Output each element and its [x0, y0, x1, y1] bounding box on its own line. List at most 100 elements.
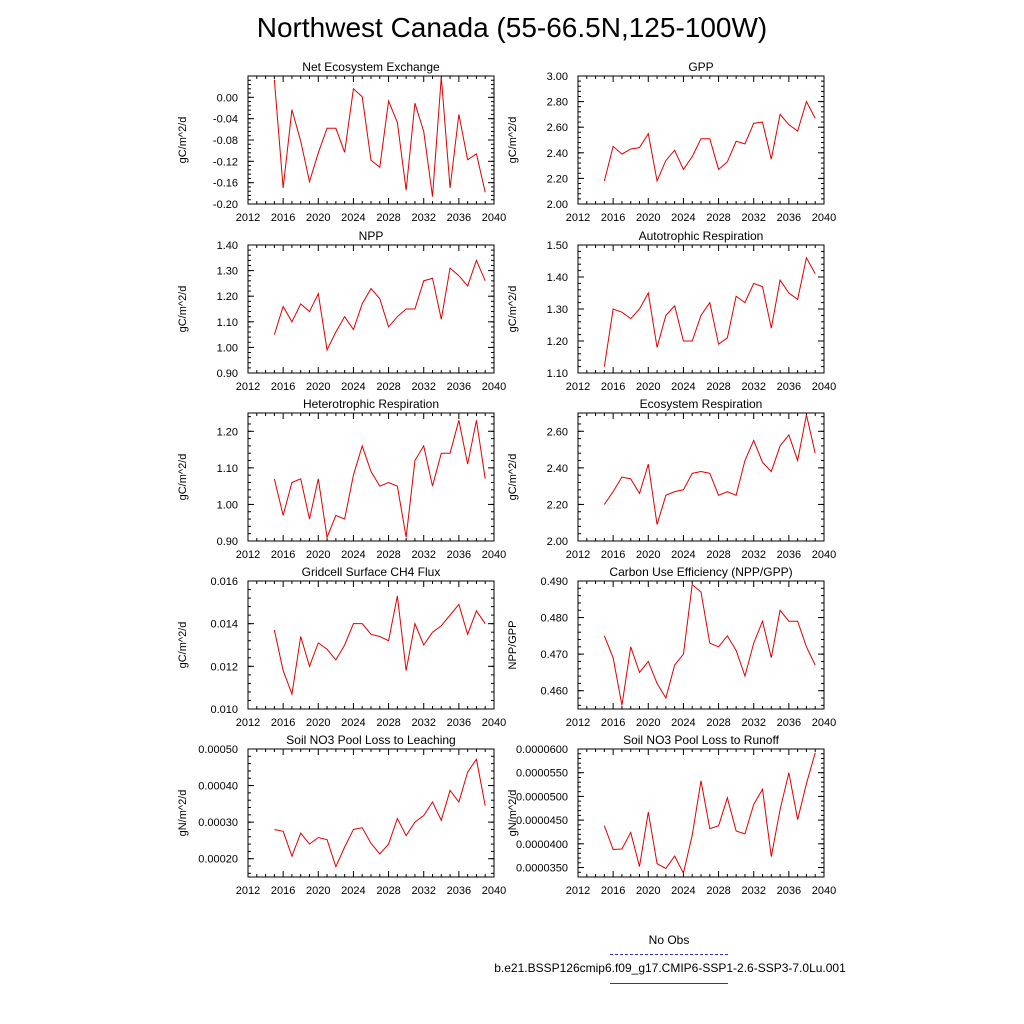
- x-tick-label: 2012: [236, 549, 260, 561]
- legend-obs-line: [610, 954, 728, 955]
- figure-title: Northwest Canada (55-66.5N,125-100W): [256, 12, 768, 43]
- y-axis-label: NPP/GPP: [507, 621, 519, 670]
- x-tick-label: 2040: [482, 212, 506, 224]
- chart-panel-3: NPP 2012 2016 2020 2024 2028 2032 2036 2040 1.40 1…: [177, 229, 506, 393]
- y-tick-label: 0.90: [217, 368, 238, 380]
- series-line-1: [273, 420, 486, 540]
- y-tick-label: 0.00: [217, 92, 238, 104]
- series-line-1: [603, 256, 816, 367]
- x-tick-label: 2012: [566, 381, 590, 393]
- y-tick-label: 2.20: [547, 499, 568, 511]
- x-tick-label: 2016: [601, 381, 625, 393]
- series-line-1: [274, 757, 486, 869]
- y-axis-label: gC/m^2/d: [507, 286, 519, 333]
- y-tick-label: 0.016: [210, 576, 238, 588]
- x-tick-label: 2020: [636, 717, 660, 729]
- x-tick-label: 2032: [741, 549, 765, 561]
- x-tick-label: 2028: [706, 212, 730, 224]
- panel-title: Gridcell Surface CH4 Flux: [302, 565, 441, 579]
- x-tick-label: 2036: [447, 212, 471, 224]
- x-tick-label: 2016: [601, 212, 625, 224]
- x-tick-label: 2036: [777, 717, 801, 729]
- x-tick-label: 2024: [341, 549, 365, 561]
- x-tick-label: 2032: [411, 717, 435, 729]
- panel-title: Soil NO3 Pool Loss to Runoff: [623, 733, 780, 747]
- x-tick-label: 2040: [482, 381, 506, 393]
- x-tick-label: 2040: [482, 717, 506, 729]
- x-tick-label: 2040: [482, 549, 506, 561]
- x-tick-label: 2012: [566, 212, 590, 224]
- plot-frame: [247, 748, 495, 878]
- chart-panel-10: Soil NO3 Pool Loss to Runoff 2012 2016 2020…: [507, 733, 836, 897]
- y-tick-label: 2.40: [547, 463, 568, 475]
- y-tick-label: 1.50: [547, 240, 568, 252]
- y-tick-label: 0.0000500: [516, 791, 568, 803]
- chart-panel-2: GPP 2012 2016 2020 2024 2028 2032 2036 2040 3.00 2…: [507, 60, 836, 224]
- y-tick-label: 1.00: [217, 342, 238, 354]
- y-axis-label: gC/m^2/d: [177, 622, 189, 669]
- x-tick-label: 2036: [447, 717, 471, 729]
- panel-title: GPP: [688, 60, 713, 74]
- x-tick-label: 2024: [671, 549, 695, 561]
- y-tick-label: 1.20: [547, 336, 568, 348]
- y-tick-label: 0.0000600: [516, 744, 568, 756]
- series-line-1: [603, 414, 816, 525]
- x-tick-label: 2016: [601, 885, 625, 897]
- x-tick-label: 2028: [706, 549, 730, 561]
- legend-obs-label: No Obs: [648, 933, 690, 947]
- chart-panel-5: Heterotrophic Respiration 2012 2016 2020 202…: [177, 397, 506, 561]
- x-tick-label: 2012: [236, 212, 260, 224]
- y-tick-label: 1.10: [217, 463, 238, 475]
- x-tick-label: 2020: [306, 212, 330, 224]
- x-tick-label: 2028: [706, 885, 730, 897]
- series-line-1: [603, 752, 816, 875]
- chart-panel-1: Net Ecosystem Exchange 2012 2016 2020 2024 20…: [177, 60, 506, 224]
- series-line-1: [273, 258, 486, 352]
- x-tick-label: 2024: [671, 212, 695, 224]
- panel-title: Net Ecosystem Exchange: [302, 60, 440, 74]
- series-line-1: [603, 100, 816, 183]
- y-tick-label: 0.470: [540, 649, 568, 661]
- x-tick-label: 2036: [777, 885, 801, 897]
- x-tick-label: 2036: [777, 549, 801, 561]
- series-line-1: [273, 595, 486, 697]
- chart-panel-7: Gridcell Surface CH4 Flux 2012 2016 2020 202…: [177, 565, 506, 729]
- x-tick-label: 2012: [566, 549, 590, 561]
- x-tick-label: 2040: [812, 885, 836, 897]
- y-tick-label: -0.16: [213, 178, 238, 190]
- y-tick-label: 3.00: [547, 71, 568, 83]
- y-tick-label: -0.12: [213, 156, 238, 168]
- plot-frame: [577, 580, 825, 710]
- x-tick-label: 2028: [376, 212, 400, 224]
- x-tick-label: 2024: [671, 885, 695, 897]
- y-tick-label: 1.30: [217, 266, 238, 278]
- plot-frame: [577, 412, 825, 542]
- plot-frame: [577, 75, 825, 205]
- y-tick-label: 2.00: [547, 199, 568, 211]
- x-tick-label: 2024: [341, 717, 365, 729]
- x-tick-label: 2012: [566, 885, 590, 897]
- y-tick-label: 1.40: [217, 240, 238, 252]
- x-tick-label: 2028: [706, 381, 730, 393]
- x-tick-label: 2012: [236, 717, 260, 729]
- x-tick-label: 2020: [636, 381, 660, 393]
- x-tick-label: 2028: [376, 549, 400, 561]
- x-tick-label: 2024: [341, 212, 365, 224]
- y-tick-label: 2.20: [547, 173, 568, 185]
- y-tick-label: 0.00020: [198, 854, 238, 866]
- x-tick-label: 2032: [411, 549, 435, 561]
- x-tick-label: 2040: [812, 381, 836, 393]
- legend-model-line: [610, 983, 728, 984]
- y-tick-label: 0.012: [210, 661, 238, 673]
- y-tick-label: 0.00030: [198, 817, 238, 829]
- y-tick-label: -0.20: [213, 199, 238, 211]
- y-tick-label: 0.014: [210, 619, 238, 631]
- chart-panel-9: Soil NO3 Pool Loss to Leaching 2012 2016 20…: [177, 733, 506, 897]
- series-line-1: [273, 77, 486, 197]
- x-tick-label: 2032: [411, 212, 435, 224]
- y-tick-label: 1.10: [547, 368, 568, 380]
- x-tick-label: 2016: [271, 212, 295, 224]
- plot-frame: [577, 748, 825, 878]
- x-tick-label: 2020: [306, 885, 330, 897]
- x-tick-label: 2036: [447, 549, 471, 561]
